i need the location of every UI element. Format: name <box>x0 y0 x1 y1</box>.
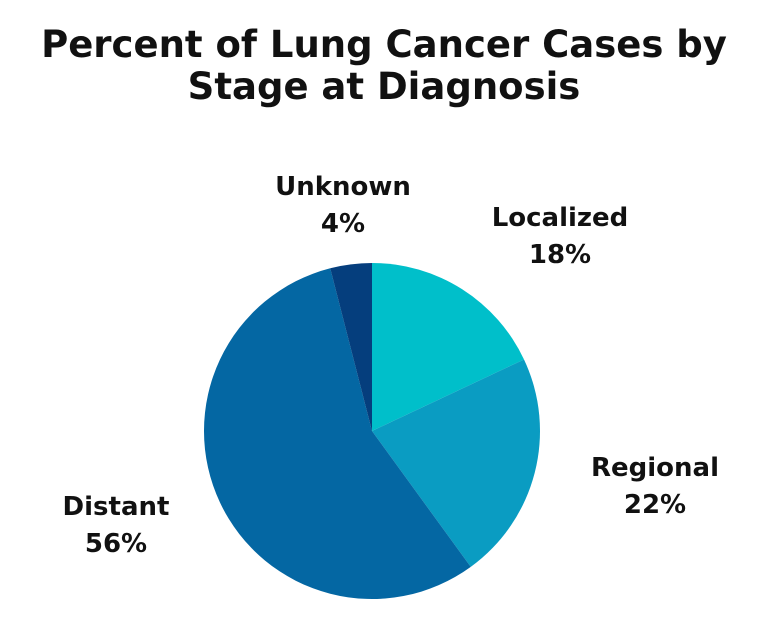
slice-label-regional: Regional <box>591 453 719 483</box>
pie-labels: Localized 18% Regional 22% Distant 56% Unknown… <box>63 172 719 559</box>
slice-value-localized: 18% <box>529 240 591 270</box>
pie-slice-localized <box>372 263 525 431</box>
slice-label-distant: Distant <box>63 492 170 522</box>
slice-value-distant: 56% <box>85 529 147 559</box>
pie-slice-unknown <box>330 263 372 431</box>
chart-title-line-2: Stage at Diagnosis <box>188 65 581 108</box>
slice-label-localized: Localized <box>492 203 629 233</box>
pie-slice-regional <box>372 359 540 567</box>
slice-value-regional: 22% <box>624 490 686 520</box>
chart-title-line-1: Percent of Lung Cancer Cases by <box>41 23 727 66</box>
slice-label-unknown: Unknown <box>275 172 411 202</box>
pie-slices <box>203 263 540 600</box>
slice-value-unknown: 4% <box>321 209 365 239</box>
pie-slice-distant <box>203 268 471 600</box>
